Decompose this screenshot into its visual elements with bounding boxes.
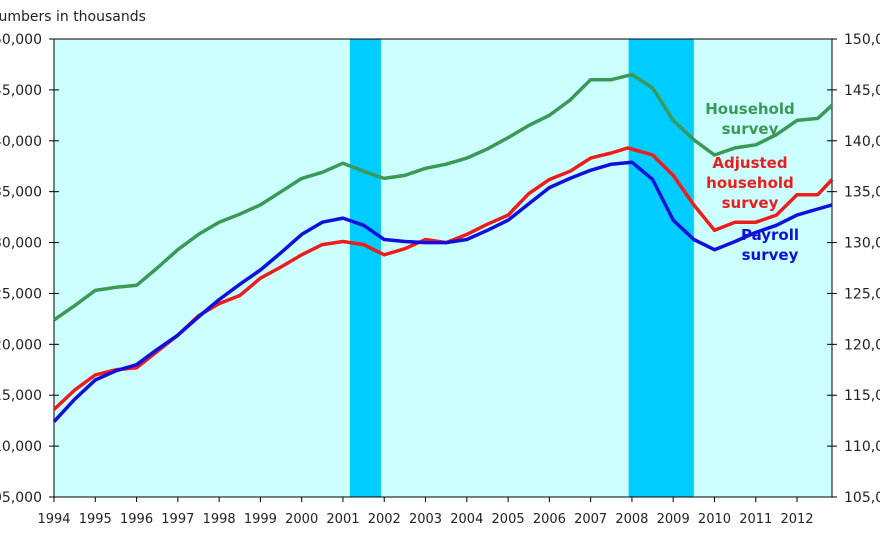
x-tick-label: 2003 [409,512,442,527]
series-label: survey [722,120,779,138]
series-label: survey [742,246,799,264]
y-tick-label-left: 130,000 [0,236,42,252]
plot-border [53,38,833,498]
x-tick-label: 2001 [326,512,359,527]
x-tick-label: 2010 [698,512,731,527]
y-tick-label-right: 105,000 [844,490,880,506]
series-label: household [706,174,794,192]
series-label: Household [705,100,795,118]
series-label: Adjusted [712,154,787,172]
x-tick-label: 2000 [285,512,318,527]
x-tick-label: 2008 [615,512,648,527]
y-tick-label-left: 115,000 [0,388,42,404]
recession-band [349,39,381,497]
y-tick-label-right: 150,000 [844,32,880,48]
x-tick-label: 2004 [450,512,483,527]
y-tick-label-right: 145,000 [844,83,880,99]
y-tick-label-left: 105,000 [0,490,42,506]
y-tick-label-left: 140,000 [0,134,42,150]
x-tick-label: 1996 [120,512,153,527]
y-tick-label-left: 125,000 [0,286,42,302]
x-tick-label: 2007 [574,512,607,527]
plot-area [53,38,833,498]
x-tick-label: 1994 [37,512,70,527]
x-tick-label: 1995 [79,512,112,527]
y-tick-label-right: 120,000 [844,337,880,353]
x-tick-label: 2006 [533,512,566,527]
y-tick-label-right: 140,000 [844,134,880,150]
y-tick-label-right: 110,000 [844,439,880,455]
x-tick-label: 1999 [244,512,277,527]
x-tick-label: 2011 [739,512,772,527]
recession-band [628,39,694,497]
x-tick-label: 1997 [161,512,194,527]
x-tick-label: 1998 [203,512,236,527]
y-tick-label-left: 110,000 [0,439,42,455]
y-tick-label-right: 130,000 [844,236,880,252]
y-tick-label-right: 125,000 [844,286,880,302]
y-tick-label-right: 135,000 [844,185,880,201]
y-axis-label: Numbers in thousands [0,9,146,25]
y-tick-label-left: 135,000 [0,185,42,201]
series-label: survey [722,194,779,212]
y-tick-label-right: 115,000 [844,388,880,404]
y-tick-label-left: 120,000 [0,337,42,353]
x-tick-label: 2009 [657,512,690,527]
y-tick-label-left: 150,000 [0,32,42,48]
y-tick-label-left: 145,000 [0,83,42,99]
x-tick-label: 2002 [368,512,401,527]
x-tick-label: 2005 [492,512,525,527]
series-label: Payroll [741,226,799,244]
x-tick-label: 2012 [780,512,813,527]
